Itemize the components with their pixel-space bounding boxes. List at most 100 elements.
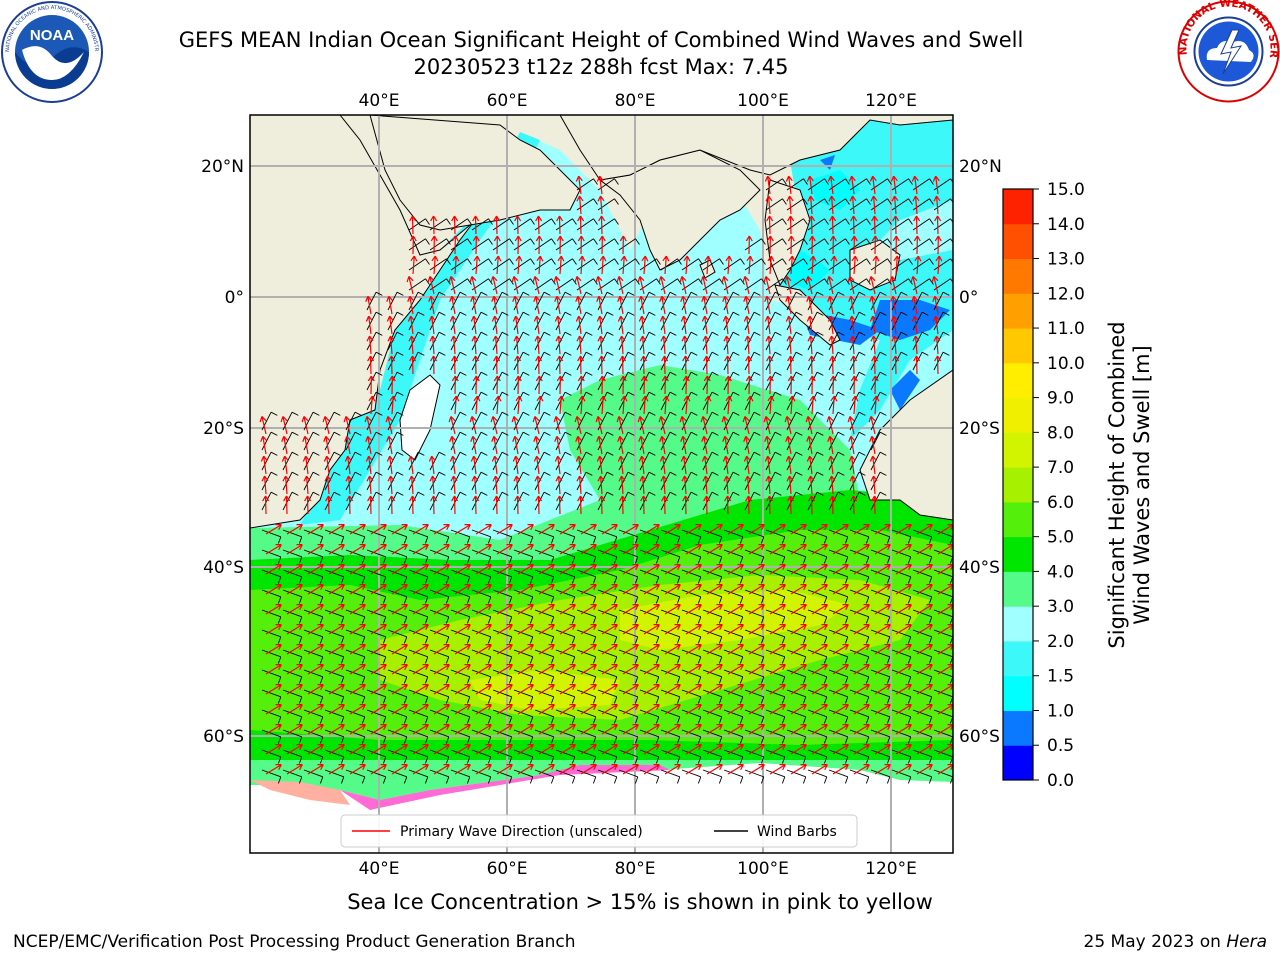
wind-barb — [618, 709, 639, 724]
wave-direction-arrow — [832, 683, 849, 695]
wind-barb — [723, 529, 744, 544]
wave-direction-arrow — [323, 435, 331, 455]
wind-barb — [765, 749, 786, 764]
wave-direction-arrow — [580, 523, 597, 535]
wind-barb — [555, 491, 572, 511]
wave-direction-arrow — [829, 375, 837, 395]
wave-direction-arrow — [349, 683, 366, 695]
wave-direction-arrow — [554, 295, 562, 315]
wave-direction-arrow — [916, 763, 933, 775]
wind-barb — [618, 411, 635, 431]
wave-direction-arrow — [679, 416, 687, 435]
wind-barb — [660, 258, 682, 271]
wave-direction-arrow — [748, 743, 765, 755]
wind-barb — [303, 689, 324, 704]
wave-direction-arrow — [788, 395, 796, 415]
wind-barb — [303, 411, 320, 431]
lon-label: 80°E — [615, 859, 656, 879]
wave-direction-arrow — [496, 563, 513, 575]
wind-barb — [807, 549, 828, 564]
wave-direction-arrow — [640, 355, 648, 375]
wave-direction-arrow — [599, 395, 607, 415]
wave-direction-arrow — [680, 315, 688, 335]
wave-direction-arrow — [869, 455, 877, 475]
wind-barb — [471, 529, 492, 544]
wave-direction-arrow — [433, 723, 450, 735]
wind-barb — [576, 218, 598, 231]
wind-barb — [639, 291, 656, 311]
wave-direction-arrow — [412, 723, 429, 735]
wind-barb — [366, 529, 387, 544]
wind-barb — [849, 649, 870, 664]
wave-direction-arrow — [872, 255, 880, 275]
wind-barb — [681, 491, 698, 511]
wind-barb — [891, 729, 912, 744]
wave-direction-arrow — [643, 663, 660, 675]
wave-direction-arrow — [934, 215, 942, 235]
wind-barb — [807, 729, 828, 744]
wave-direction-arrow — [727, 543, 744, 555]
wind-barb — [555, 529, 576, 544]
wave-direction-arrow — [596, 295, 604, 315]
wave-direction-arrow — [806, 315, 814, 335]
wind-barb — [576, 198, 598, 211]
wave-direction-arrow — [286, 763, 303, 775]
lat-labels-left: 20°N 0° 20°S 40°S 60°S — [201, 157, 244, 747]
wave-direction-arrow — [559, 563, 576, 575]
wave-direction-arrow — [680, 455, 688, 475]
wave-direction-arrow — [767, 395, 775, 415]
wave-direction-arrow — [286, 743, 303, 755]
wave-direction-arrow — [832, 743, 849, 755]
wind-barb — [744, 769, 765, 784]
wind-barb — [702, 649, 723, 664]
wind-barb — [303, 629, 324, 644]
wave-direction-arrow — [553, 276, 561, 295]
colorbar: 0.00.51.01.52.03.04.05.06.07.08.09.010.0… — [1002, 180, 1154, 791]
wave-direction-arrow — [576, 475, 584, 495]
wave-direction-arrow — [512, 435, 520, 455]
wave-direction-arrow — [412, 743, 429, 755]
wave-direction-arrow — [261, 475, 269, 495]
wind-barb — [891, 709, 912, 724]
wave-direction-arrow — [853, 703, 870, 715]
wind-barb — [660, 609, 681, 624]
wave-direction-arrow — [805, 276, 813, 295]
wave-direction-arrow — [869, 315, 877, 335]
wave-direction-arrow — [538, 723, 555, 735]
wind-barb — [702, 491, 719, 511]
wave-direction-arrow — [431, 255, 439, 275]
wave-direction-arrow — [262, 495, 270, 515]
wave-direction-arrow — [452, 395, 460, 415]
wind-barb — [471, 589, 492, 604]
wind-barb — [723, 311, 740, 331]
wind-barb — [744, 629, 765, 644]
wave-direction-arrow — [580, 723, 597, 735]
wind-barb — [870, 729, 891, 744]
wind-barb — [387, 351, 404, 371]
wind-barb — [765, 451, 782, 471]
wind-barb — [534, 291, 551, 311]
wave-direction-arrow — [748, 663, 765, 675]
wind-barb — [660, 351, 677, 371]
wind-barb — [534, 451, 551, 471]
wind-barb — [618, 589, 639, 604]
wind-barb — [849, 311, 866, 331]
wind-barb — [471, 331, 488, 351]
wind-barb — [786, 291, 803, 311]
wind-barb — [282, 669, 303, 684]
wind-barb — [492, 569, 513, 584]
wave-direction-arrow — [914, 255, 922, 275]
wind-barb — [744, 649, 765, 664]
wave-direction-arrow — [849, 195, 857, 215]
wave-direction-arrow — [282, 475, 290, 495]
wave-direction-arrow — [265, 623, 282, 635]
wave-direction-arrow — [494, 395, 502, 415]
wind-barb — [345, 431, 362, 451]
wave-direction-arrow — [769, 663, 786, 675]
wind-barb — [366, 649, 387, 664]
wave-direction-arrow — [911, 175, 919, 195]
wind-barb — [408, 609, 429, 624]
wind-barb — [576, 629, 597, 644]
wave-direction-arrow — [344, 455, 352, 475]
wave-direction-arrow — [723, 335, 731, 355]
